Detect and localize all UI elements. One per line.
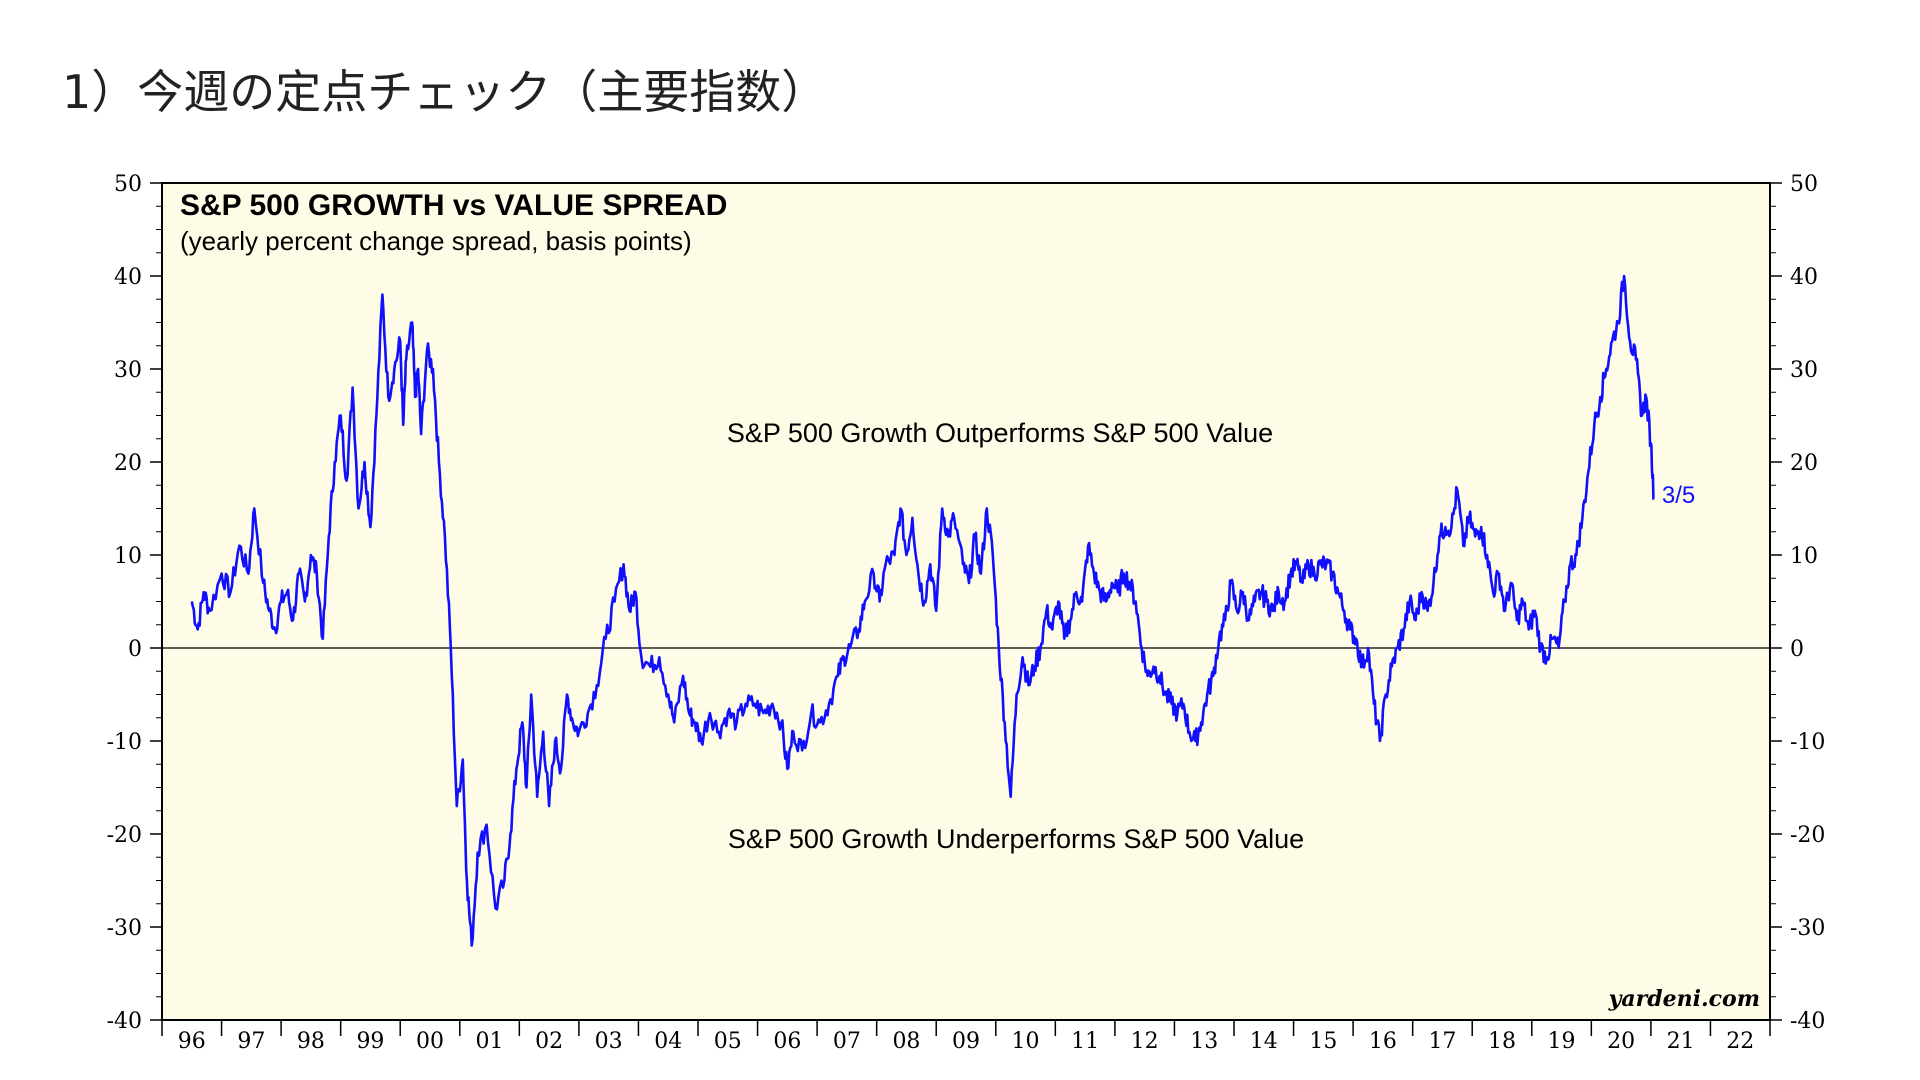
y-tick-label-right: 50	[1790, 172, 1818, 197]
x-tick-label: 14	[1250, 1029, 1278, 1054]
y-tick-label-right: 40	[1790, 265, 1818, 290]
x-tick-label: 19	[1548, 1029, 1576, 1054]
source-label: yardeni.com	[1608, 986, 1760, 1012]
y-tick-label-left: -30	[107, 916, 142, 941]
x-tick-label: 98	[297, 1029, 325, 1054]
y-tick-label-right: 0	[1790, 637, 1804, 662]
x-tick-label: 04	[654, 1029, 682, 1054]
x-tick-label: 03	[595, 1029, 623, 1054]
x-tick-label: 00	[416, 1029, 444, 1054]
plot-area	[161, 182, 1771, 1021]
x-tick-label: 97	[237, 1029, 265, 1054]
x-tick-label: 20	[1607, 1029, 1635, 1054]
y-tick-label-left: 0	[128, 637, 142, 662]
x-tick-label: 13	[1190, 1029, 1218, 1054]
y-tick-label-left: -10	[107, 730, 142, 755]
chart-subtitle: (yearly percent change spread, basis poi…	[180, 226, 692, 256]
y-tick-label-right: -10	[1790, 730, 1825, 755]
x-tick-label: 08	[892, 1029, 920, 1054]
y-tick-label-right: 20	[1790, 451, 1818, 476]
y-tick-label-right: -30	[1790, 916, 1825, 941]
x-tick-label: 10	[1012, 1029, 1040, 1054]
x-tick-label: 06	[773, 1029, 801, 1054]
y-tick-label-right: -40	[1790, 1009, 1825, 1034]
upper-annotation: S&P 500 Growth Outperforms S&P 500 Value	[727, 418, 1273, 448]
x-tick-label: 96	[178, 1029, 206, 1054]
x-tick-label: 05	[714, 1029, 742, 1054]
y-tick-label-left: 20	[114, 451, 142, 476]
y-tick-label-right: 10	[1790, 544, 1818, 569]
spread-series-line	[190, 274, 1655, 947]
x-tick-label: 21	[1667, 1029, 1695, 1054]
x-tick-label: 09	[952, 1029, 980, 1054]
y-tick-label-left: -40	[107, 1009, 142, 1034]
end-date-label: 3/5	[1662, 482, 1695, 509]
x-tick-label: 11	[1071, 1029, 1099, 1054]
x-tick-label: 07	[833, 1029, 861, 1054]
x-tick-label: 17	[1428, 1029, 1456, 1054]
x-tick-label: 12	[1131, 1029, 1159, 1054]
x-tick-label: 18	[1488, 1029, 1516, 1054]
y-tick-label-left: 10	[114, 544, 142, 569]
y-tick-label-right: 30	[1790, 358, 1818, 383]
y-tick-label-left: 50	[114, 172, 142, 197]
lower-annotation: S&P 500 Growth Underperforms S&P 500 Val…	[728, 824, 1304, 854]
x-tick-label: 02	[535, 1029, 563, 1054]
x-tick-label: 22	[1726, 1029, 1754, 1054]
y-tick-label-left: 30	[114, 358, 142, 383]
x-tick-label: 01	[476, 1029, 504, 1054]
y-tick-label-right: -20	[1790, 823, 1825, 848]
page-title: 1）今週の定点チェック（主要指数）	[62, 65, 828, 119]
y-tick-label-left: 40	[114, 265, 142, 290]
x-tick-label: 99	[356, 1029, 384, 1054]
x-tick-label: 16	[1369, 1029, 1397, 1054]
chart-title: S&P 500 GROWTH vs VALUE SPREAD	[180, 189, 727, 222]
y-tick-label-left: -20	[107, 823, 142, 848]
x-tick-label: 15	[1309, 1029, 1337, 1054]
